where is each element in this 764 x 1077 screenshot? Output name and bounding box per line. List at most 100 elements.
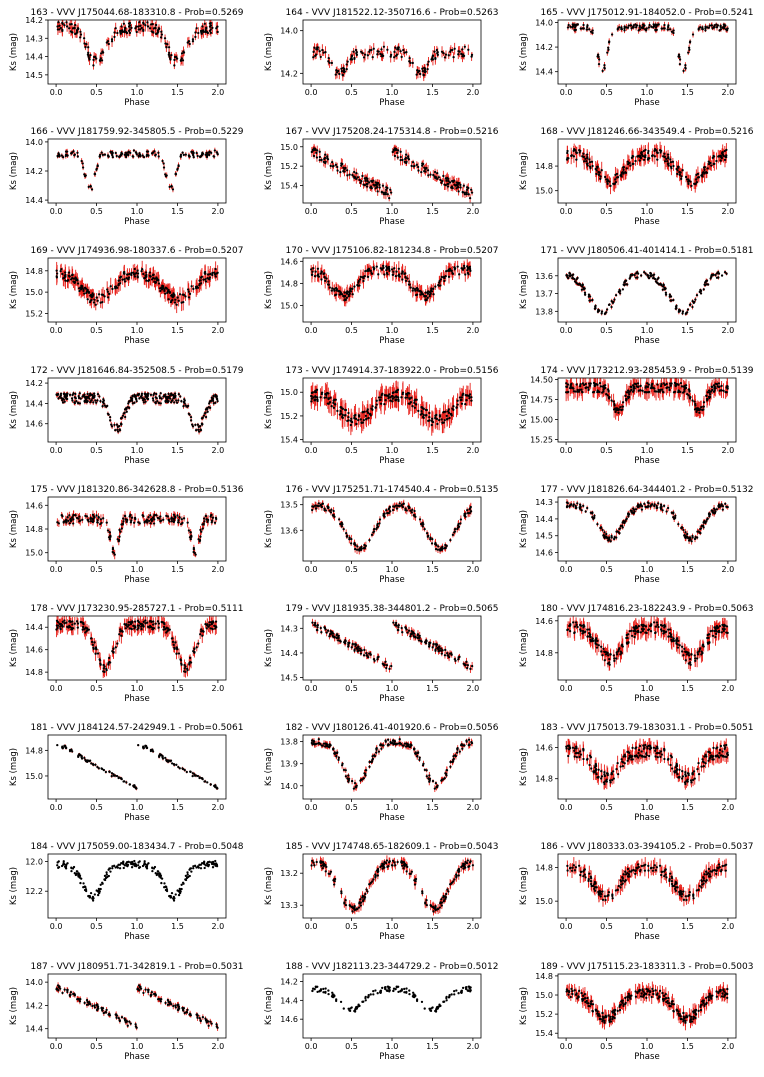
y-tick-label: 15.2: [280, 412, 298, 421]
y-axis-label: Ks (mag): [9, 390, 19, 428]
x-tick-label: 0.0: [560, 88, 573, 97]
data-point: [440, 181, 443, 185]
data-point: [376, 182, 380, 185]
data-point: [84, 396, 87, 400]
data-point: [92, 301, 96, 304]
data-point: [180, 301, 183, 305]
data-point: [127, 401, 130, 405]
light-curve-panel: 164 - VVV J181522.12-350716.6 - Prob=0.5…: [259, 4, 513, 123]
data-point: [82, 288, 85, 292]
data-point: [680, 175, 683, 178]
x-tick-label: 2.0: [212, 326, 225, 335]
data-point: [317, 275, 321, 279]
chart-title: 174 - VVV J173212.93-285453.9 - Prob=0.5…: [541, 366, 754, 376]
data-point: [366, 411, 370, 414]
light-curve-chart: 170 - VVV J175106.82-181234.8 - Prob=0.5…: [264, 246, 499, 346]
data-point: [213, 271, 216, 275]
data-point: [208, 401, 211, 405]
data-point: [443, 56, 447, 59]
data-point: [343, 298, 347, 301]
data-point: [158, 287, 162, 290]
data-point: [127, 399, 131, 403]
data-point: [612, 407, 616, 411]
data-point: [380, 191, 384, 194]
data-point: [174, 172, 177, 176]
data-point: [447, 54, 450, 57]
data-point: [145, 150, 149, 153]
data-point: [145, 275, 148, 279]
data-point: [572, 387, 575, 390]
data-point: [107, 42, 111, 46]
data-point: [596, 53, 600, 56]
data-point: [354, 48, 358, 52]
data-point: [653, 278, 657, 281]
data-point: [614, 178, 617, 181]
data-point: [123, 280, 127, 283]
data-point: [332, 406, 336, 409]
data-point: [136, 272, 140, 276]
data-point: [141, 268, 144, 271]
data-point: [663, 287, 666, 290]
light-curve-chart: 172 - VVV J181646.84-352508.5 - Prob=0.5…: [9, 366, 244, 466]
x-tick-label: 2.0: [212, 207, 225, 216]
data-point: [339, 171, 342, 174]
data-point: [98, 394, 101, 398]
data-point: [197, 31, 200, 35]
data-point: [77, 287, 81, 290]
data-point: [366, 407, 369, 411]
x-tick-label: 0.0: [560, 207, 573, 216]
data-point: [667, 157, 670, 160]
data-point: [152, 398, 155, 402]
data-point: [362, 280, 365, 283]
data-point: [332, 399, 335, 402]
data-point: [422, 163, 425, 166]
x-axis-label: Phase: [124, 217, 149, 227]
data-point: [647, 157, 650, 160]
y-tick-label: 14.0: [535, 18, 553, 27]
data-point: [425, 167, 428, 170]
data-point: [64, 271, 67, 275]
data-point: [345, 292, 349, 296]
data-point: [140, 26, 143, 30]
data-point: [73, 400, 76, 404]
x-axis-label: Phase: [379, 336, 404, 346]
data-point: [327, 402, 330, 405]
data-point: [401, 278, 404, 282]
data-point: [421, 415, 425, 418]
data-point: [462, 184, 466, 188]
x-axis-label: Phase: [124, 98, 149, 108]
data-point: [595, 165, 599, 169]
data-point: [416, 69, 419, 72]
data-point: [408, 57, 411, 60]
data-point: [569, 25, 572, 28]
data-point: [457, 50, 460, 53]
data-point: [82, 37, 86, 40]
y-axis-label: Ks (mag): [519, 33, 529, 71]
chart-title: 173 - VVV J174914.37-183922.0 - Prob=0.5…: [286, 366, 499, 376]
data-point: [74, 396, 77, 399]
data-point: [399, 159, 402, 162]
data-point: [567, 23, 570, 27]
data-point: [396, 149, 400, 152]
data-point: [356, 284, 359, 287]
data-point: [170, 398, 174, 402]
data-point: [316, 46, 319, 49]
data-point: [715, 276, 719, 280]
data-point: [153, 154, 157, 157]
chart-title: 172 - VVV J181646.84-352508.5 - Prob=0.5…: [31, 366, 244, 376]
data-point: [342, 295, 345, 298]
data-point: [421, 164, 424, 168]
data-point: [622, 166, 625, 169]
data-point: [408, 280, 411, 284]
data-point: [152, 31, 155, 34]
data-point: [579, 384, 582, 387]
data-point: [387, 396, 390, 399]
data-point: [116, 31, 119, 35]
data-point: [427, 174, 430, 177]
data-point: [378, 186, 381, 189]
data-point: [310, 391, 314, 394]
data-point: [325, 277, 328, 281]
data-point: [462, 55, 465, 58]
data-point: [371, 404, 374, 408]
data-point: [468, 396, 471, 399]
